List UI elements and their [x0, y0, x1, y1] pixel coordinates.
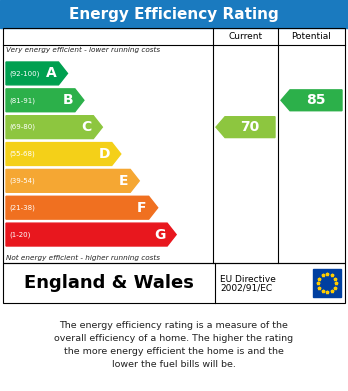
Polygon shape [281, 90, 342, 111]
Polygon shape [6, 223, 176, 246]
Bar [0, 0, 348, 28]
Polygon shape [6, 196, 158, 219]
Text: A: A [46, 66, 56, 81]
Text: (39-54): (39-54) [9, 178, 35, 184]
Polygon shape [6, 62, 68, 85]
Text: Energy Efficiency Rating: Energy Efficiency Rating [69, 7, 279, 22]
Text: F: F [137, 201, 147, 215]
Text: (1-20): (1-20) [9, 231, 30, 238]
Text: Not energy efficient - higher running costs: Not energy efficient - higher running co… [6, 255, 160, 261]
Text: (55-68): (55-68) [9, 151, 35, 157]
Text: (69-80): (69-80) [9, 124, 35, 130]
Text: (81-91): (81-91) [9, 97, 35, 104]
Text: 2002/91/EC: 2002/91/EC [220, 283, 272, 292]
Text: E: E [119, 174, 128, 188]
Bar [3, 263, 345, 303]
Text: Potential: Potential [292, 32, 331, 41]
Text: England & Wales: England & Wales [24, 274, 194, 292]
Text: 85: 85 [306, 93, 326, 107]
Text: The energy efficiency rating is a measure of the
overall efficiency of a home. T: The energy efficiency rating is a measur… [54, 321, 294, 369]
Text: G: G [154, 228, 165, 242]
Text: B: B [62, 93, 73, 107]
Text: (92-100): (92-100) [9, 70, 39, 77]
Text: 70: 70 [240, 120, 260, 134]
Polygon shape [6, 116, 102, 138]
Text: C: C [81, 120, 91, 134]
Polygon shape [216, 117, 275, 138]
Text: (21-38): (21-38) [9, 204, 35, 211]
Bar [3, 28, 345, 263]
Polygon shape [6, 89, 84, 112]
Text: Current: Current [228, 32, 262, 41]
Polygon shape [6, 169, 139, 192]
Text: EU Directive: EU Directive [220, 274, 276, 283]
Text: Very energy efficient - lower running costs: Very energy efficient - lower running co… [6, 47, 160, 53]
Bar [313, 269, 341, 297]
Text: D: D [98, 147, 110, 161]
Polygon shape [6, 143, 121, 165]
